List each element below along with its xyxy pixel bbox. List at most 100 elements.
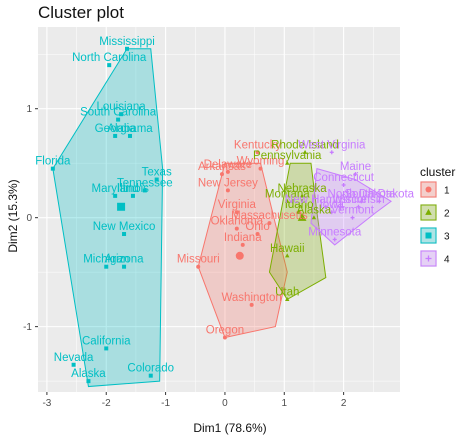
data-point: [356, 204, 361, 209]
cluster-4-hull: [310, 167, 392, 246]
point-label: Kentucky: [234, 139, 282, 151]
x-tick-label: -3: [42, 398, 51, 409]
point-label: Indiana: [224, 232, 262, 244]
point-label: Missouri: [177, 254, 220, 266]
cluster-4-center: [336, 202, 345, 211]
legend-label-2: 2: [444, 209, 450, 220]
data-point: [104, 264, 109, 269]
data-point: [323, 204, 328, 209]
point-label: North Dakota: [328, 188, 396, 200]
data-point: [122, 264, 127, 269]
point-label: Georgia: [95, 123, 137, 135]
data-point: [222, 335, 227, 340]
data-point: [299, 193, 305, 198]
point-label: New Mexico: [93, 221, 156, 233]
data-point: [225, 188, 230, 193]
cluster-hulls: [52, 48, 392, 388]
legend-title: cluster: [420, 165, 455, 179]
point-label: Ohio: [245, 221, 269, 233]
data-point: [258, 166, 263, 171]
data-point: [255, 150, 260, 155]
point-label: Alaska: [297, 205, 332, 217]
y-tick-label: 0: [26, 213, 32, 224]
point-label: Vermont: [331, 205, 375, 217]
legend-marker-4: [425, 255, 432, 262]
point-label: Delaware: [204, 159, 253, 171]
point-label: North Carolina: [72, 52, 147, 64]
point-label: South Carolina: [80, 107, 157, 119]
y-axis-label: Dim2 (15.3%): [6, 179, 20, 252]
data-point: [341, 182, 346, 187]
point-label: Illinois: [117, 183, 149, 195]
data-point: [285, 253, 290, 258]
point-label: Nebraska: [277, 183, 327, 195]
cluster-3-center: [117, 202, 126, 211]
data-point: [148, 373, 153, 378]
point-label: Florida: [35, 156, 71, 168]
point-label: Virginia: [218, 199, 257, 211]
point-label: Maryland: [91, 183, 138, 195]
cluster-1-center: [235, 251, 244, 260]
point-label: Oregon: [206, 325, 244, 337]
point-label: Connecticut: [313, 172, 375, 184]
point-label: Montana: [265, 188, 310, 200]
data-point: [255, 232, 260, 237]
legend-marker-2: [425, 208, 432, 215]
point-label: Wyoming: [237, 156, 285, 168]
data-point: [377, 199, 382, 204]
data-point: [267, 221, 272, 226]
point-label: Washington: [221, 292, 281, 304]
data-point: [240, 242, 245, 247]
data-point: [332, 237, 337, 242]
data-point: [353, 172, 358, 177]
data-point: [234, 210, 239, 215]
data-point: [196, 264, 201, 269]
data-point: [130, 193, 135, 198]
chart-title: Cluster plot: [38, 3, 124, 22]
data-point: [296, 209, 302, 214]
data-point: [359, 199, 364, 204]
cluster-2-center: [297, 212, 307, 221]
data-point: [302, 149, 308, 154]
data-point: [113, 133, 118, 138]
point-label: New Jersey: [198, 177, 258, 189]
point-label: California: [82, 335, 131, 347]
point-label: Hawaii: [270, 243, 305, 255]
data-point: [86, 379, 91, 384]
point-label: Texas: [142, 167, 172, 179]
point-label: South Dakota: [344, 188, 414, 200]
axis-ticks: -3 -2 -1 0 1 2 -1 0 1: [23, 104, 347, 409]
point-label: New Hampshire: [285, 194, 367, 206]
plot-panel: [38, 27, 400, 392]
point-label: Louisiana: [96, 101, 146, 113]
y-tick-label: 1: [26, 104, 32, 115]
point-label: Minnesota: [308, 226, 362, 238]
point-label: Oklahoma: [211, 216, 264, 228]
data-point: [125, 46, 130, 51]
point-label: Alabama: [107, 123, 153, 135]
legend-label-1: 1: [444, 186, 450, 197]
x-tick-label: -1: [161, 398, 170, 409]
data-point: [113, 193, 118, 198]
data-point: [142, 188, 147, 193]
legend-label-3: 3: [444, 232, 450, 243]
x-tick-label: 0: [222, 398, 228, 409]
point-label: Colorado: [127, 363, 174, 375]
point-label: Rhode Island: [271, 139, 339, 151]
legend-marker-1: [425, 186, 432, 193]
data-points: [50, 46, 382, 384]
point-label: Alaska: [71, 368, 106, 380]
legend-label-4: 4: [444, 255, 450, 266]
point-label: Utah: [275, 286, 299, 298]
data-point: [122, 232, 127, 237]
x-tick-label: 2: [341, 398, 347, 409]
data-point: [116, 117, 121, 122]
data-point: [285, 296, 290, 301]
data-point: [50, 166, 55, 171]
data-point: [119, 112, 124, 117]
data-point: [71, 362, 76, 367]
data-point: [219, 172, 224, 177]
point-label: Michigan: [83, 254, 129, 266]
